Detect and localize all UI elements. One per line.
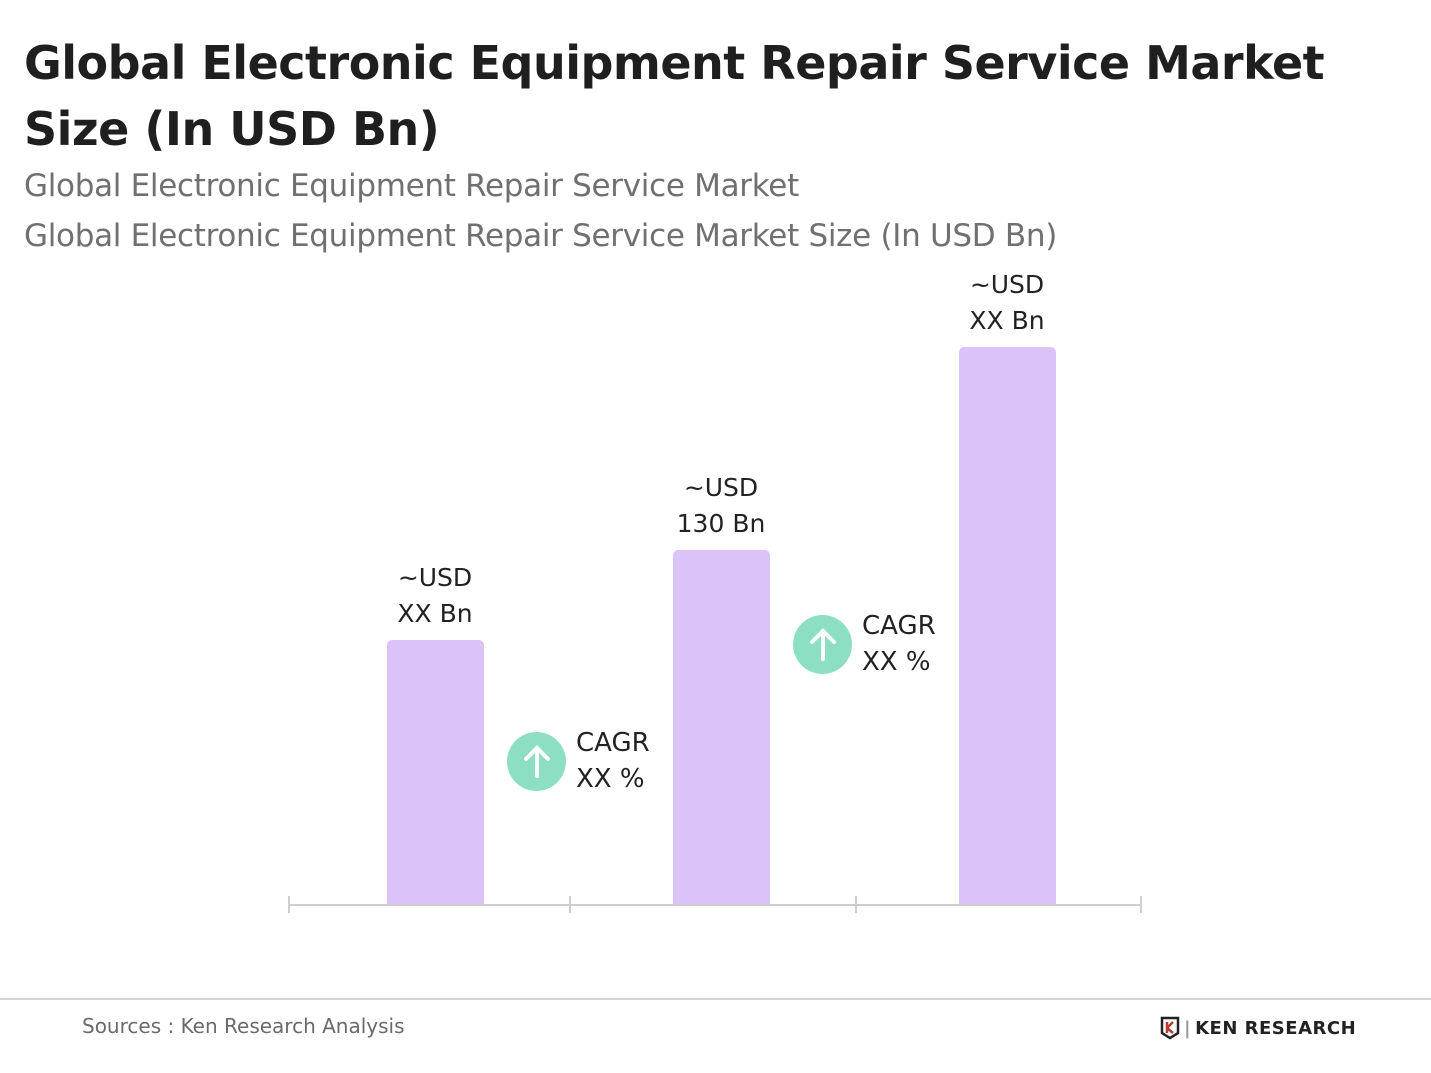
arrow-up-icon <box>793 614 852 674</box>
x-axis-tick <box>855 896 857 913</box>
chart-subtitle-2: Global Electronic Equipment Repair Servi… <box>24 218 1058 254</box>
x-axis-tick <box>569 896 571 913</box>
data-label-line: 130 Bn <box>676 508 766 538</box>
logo-text: KEN RESEARCH <box>1195 1017 1357 1039</box>
cagr-value: XX % <box>576 764 645 794</box>
ken-logo-icon <box>1160 1016 1180 1040</box>
ken-research-logo: | KEN RESEARCH <box>1160 1016 1356 1040</box>
cagr-value: XX % <box>862 647 931 677</box>
data-label-line: XX Bn <box>397 598 473 628</box>
bar <box>387 639 484 905</box>
data-label-line: ~USD <box>969 270 1045 300</box>
cagr-label: CAGR <box>576 728 650 758</box>
x-axis-tick <box>1140 896 1142 913</box>
arrow-up-icon <box>507 731 566 791</box>
cagr-label: CAGR <box>862 611 936 641</box>
cagr-annotation-2: CAGR XX % <box>793 608 936 680</box>
bar-data-label: ~USD 130 Bn <box>641 470 801 542</box>
chart-title: Global Electronic Equipment Repair Servi… <box>24 36 1325 156</box>
bar <box>959 347 1056 905</box>
x-axis <box>289 904 1141 906</box>
bar <box>673 549 770 905</box>
data-label-line: XX Bn <box>969 306 1045 336</box>
bar-data-label: ~USD XX Bn <box>355 560 515 632</box>
chart-subtitle: Global Electronic Equipment Repair Servi… <box>24 168 799 204</box>
x-axis-tick <box>288 896 290 913</box>
bar-data-label: ~USD XX Bn <box>927 267 1087 339</box>
source-note: Sources : Ken Research Analysis <box>82 1014 405 1038</box>
cagr-annotation-1: CAGR XX % <box>507 725 650 797</box>
footer-divider <box>0 998 1431 1000</box>
data-label-line: ~USD <box>683 472 759 502</box>
data-label-line: ~USD <box>397 562 473 592</box>
